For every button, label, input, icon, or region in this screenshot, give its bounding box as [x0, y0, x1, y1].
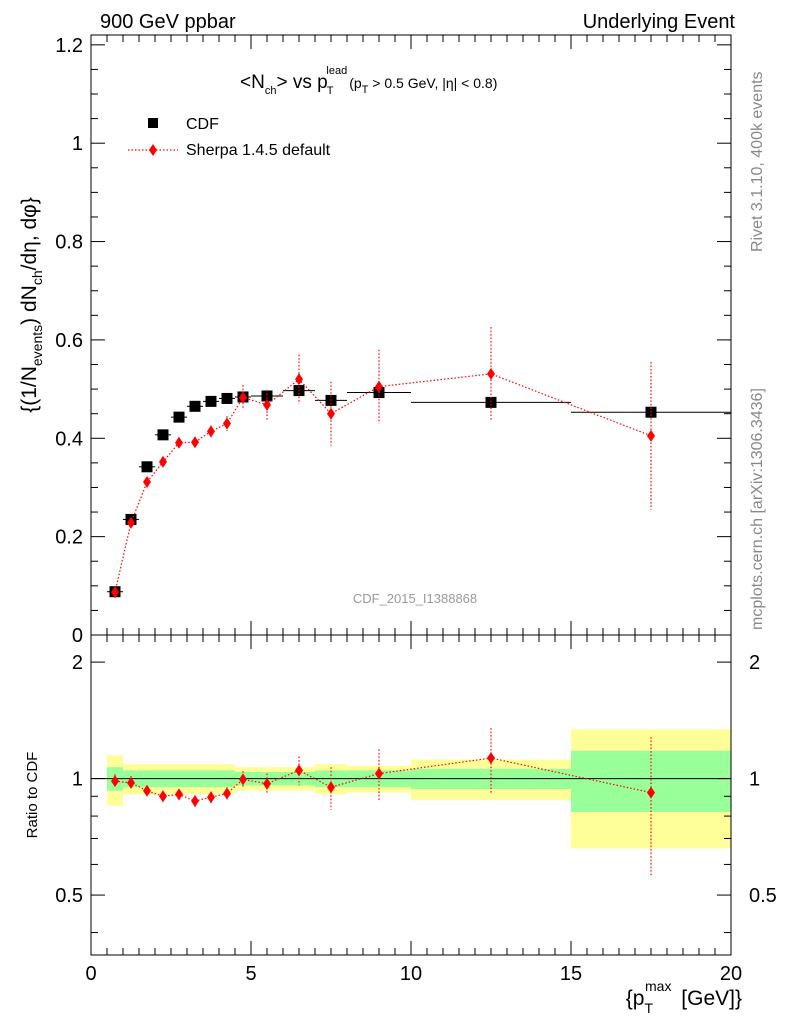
- ratio-point: [487, 752, 495, 765]
- sherpa-point: [127, 516, 135, 529]
- side-label-bottom: mcplots.cern.ch [arXiv:1306.3436]: [749, 388, 766, 630]
- ratio-point: [127, 776, 135, 789]
- ratio-ticks: [90, 635, 732, 955]
- ratio-y-tick-label-right: 0.5: [749, 885, 777, 907]
- sherpa-point: [295, 373, 303, 386]
- sherpa-point: [191, 436, 199, 449]
- ratio-y-axis-label: Ratio to CDF: [24, 752, 41, 839]
- ratio-point: [327, 781, 335, 794]
- ratio-y-tick-label: 1: [72, 769, 83, 791]
- sherpa-point: [327, 407, 335, 420]
- sherpa-point: [263, 398, 271, 411]
- sherpa-point: [207, 425, 215, 438]
- ratio-point: [111, 775, 119, 788]
- legend-cdf-marker: [148, 118, 158, 128]
- x-axis-label: {pTmax [GeV]}: [626, 978, 742, 1016]
- sherpa-point: [159, 455, 167, 468]
- sherpa-point: [487, 367, 495, 380]
- ratio-line: [114, 757, 652, 802]
- ratio-point: [239, 773, 247, 786]
- sherpa-point: [223, 417, 231, 430]
- cdf-point: [189, 400, 201, 412]
- band-inner: [571, 750, 731, 812]
- sherpa-point: [143, 476, 151, 489]
- x-tick-label: 5: [245, 963, 256, 985]
- sherpa-point: [647, 429, 655, 442]
- main-data: [107, 327, 731, 599]
- main-ytick-labels: 0 0.2 0.4 0.6 0.8 1 1.2: [55, 35, 83, 647]
- side-label-top: Rivet 3.1.10, 400k events: [749, 71, 766, 252]
- ratio-y-tick-label: 0.5: [55, 885, 83, 907]
- cdf-point: [173, 411, 185, 423]
- y-tick-label: 0.8: [55, 232, 83, 254]
- y-tick-label: 0.6: [55, 330, 83, 352]
- x-tick-label: 15: [560, 963, 582, 985]
- cdf-point: [205, 395, 217, 407]
- analysis-watermark: CDF_2015_I1388868: [353, 591, 477, 606]
- cdf-point: [157, 429, 169, 441]
- main-panel: 0 0.2 0.4 0.6 0.8 1 1.2 <Nch> vs pTlead(pT > 0…: [18, 34, 732, 647]
- ratio-point: [263, 777, 271, 790]
- ratio-point: [191, 795, 199, 808]
- sherpa-point: [239, 391, 247, 404]
- legend-sherpa-label: Sherpa 1.4.5 default: [186, 142, 331, 159]
- sherpa-point: [375, 380, 383, 393]
- legend-cdf-label: CDF: [186, 116, 219, 133]
- sherpa-line: [114, 373, 652, 593]
- x-tick-label: 0: [85, 963, 96, 985]
- chart-title: <Nch> vs pTlead(pT > 0.5 GeV, |η| < 0.8): [240, 65, 497, 97]
- ratio-point: [175, 788, 183, 801]
- y-tick-label: 1.2: [55, 35, 83, 57]
- ratio-y-tick-label-right: 1: [749, 769, 760, 791]
- ratio-point: [295, 764, 303, 777]
- sherpa-point: [175, 436, 183, 449]
- ratio-point: [207, 791, 215, 804]
- legend: CDF Sherpa 1.4.5 default: [128, 116, 331, 159]
- ratio-point: [159, 790, 167, 803]
- legend-sherpa-marker: [149, 144, 157, 156]
- ratio-panel: 0.5 0.51 12 20 5 10 15 20 Ratio to CDF {pTmax […: [24, 634, 777, 1016]
- header-right: Underlying Event: [583, 11, 736, 33]
- ratio-y-tick-label-right: 2: [749, 652, 760, 674]
- x-tick-label: 20: [720, 963, 742, 985]
- y-tick-label: 0: [72, 625, 83, 647]
- cdf-point: [141, 461, 153, 473]
- y-tick-label: 1: [72, 133, 83, 155]
- ratio-point: [223, 787, 231, 800]
- ratio-point: [647, 786, 655, 799]
- ratio-data: [111, 728, 655, 877]
- sherpa-point: [111, 586, 119, 599]
- cdf-point: [261, 390, 273, 402]
- header-left: 900 GeV ppbar: [100, 11, 236, 33]
- x-tick-label: 10: [400, 963, 422, 985]
- y-axis-label: {(1/Nevents) dNch/dη, dφ}: [18, 197, 45, 413]
- y-tick-label: 0.4: [55, 428, 83, 450]
- ratio-tick-labels: 0.5 0.51 12 20 5 10 15 20: [55, 652, 777, 985]
- ratio-y-tick-label: 2: [72, 652, 83, 674]
- y-tick-label: 0.2: [55, 527, 83, 549]
- ratio-point: [375, 767, 383, 780]
- ratio-bands: [107, 729, 731, 849]
- main-ticks: [90, 35, 732, 636]
- cdf-point: [221, 392, 233, 404]
- ratio-point: [143, 784, 151, 797]
- cdf-point: [485, 396, 497, 408]
